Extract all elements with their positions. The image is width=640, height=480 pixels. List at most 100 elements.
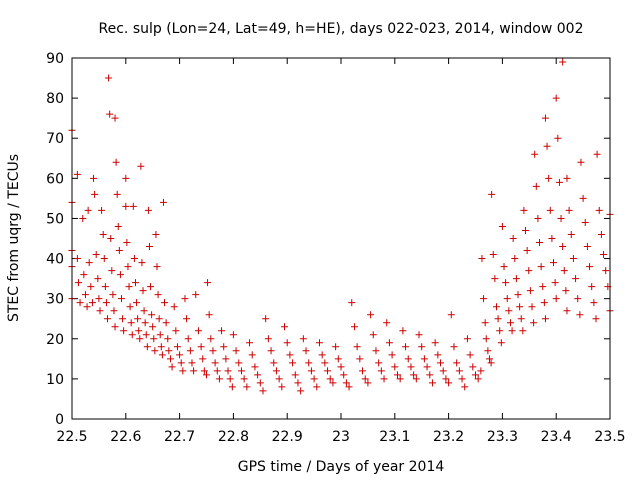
data-point-marker <box>592 315 600 323</box>
data-point-marker <box>543 142 551 150</box>
data-point-marker <box>194 327 202 335</box>
y-tick-label: 20 <box>46 332 64 348</box>
data-point-marker <box>88 299 96 307</box>
x-tick-label: 23.1 <box>379 429 410 445</box>
data-point-marker <box>102 299 110 307</box>
data-point-marker <box>116 271 124 279</box>
data-point-marker <box>509 235 517 242</box>
data-point-marker <box>415 331 423 339</box>
data-point-marker <box>310 375 318 383</box>
data-point-marker <box>243 383 251 391</box>
data-point-marker <box>420 355 428 363</box>
data-point-marker <box>142 331 150 339</box>
data-point-marker <box>96 307 104 315</box>
data-point-marker <box>158 351 166 359</box>
data-point-marker <box>593 150 601 158</box>
data-point-marker <box>184 335 192 343</box>
data-point-marker <box>85 259 93 267</box>
data-point-marker <box>76 299 84 307</box>
data-point-marker <box>307 367 315 375</box>
data-point-marker <box>565 206 573 214</box>
data-point-marker <box>283 339 291 347</box>
x-tick-label: 22.7 <box>164 429 195 445</box>
data-point-marker <box>481 319 489 327</box>
data-point-marker <box>597 230 605 238</box>
data-point-marker <box>122 202 130 210</box>
data-point-marker <box>345 383 353 391</box>
data-point-marker <box>505 307 513 315</box>
data-point-marker <box>133 299 141 307</box>
data-point-marker <box>165 347 173 355</box>
data-point-marker <box>172 327 180 335</box>
data-point-marker <box>487 359 495 367</box>
data-point-marker <box>122 174 130 182</box>
data-point-marker <box>321 359 329 367</box>
data-point-marker <box>506 319 514 327</box>
data-point-marker <box>256 379 264 387</box>
data-point-marker <box>107 235 115 242</box>
data-point-marker <box>530 319 538 327</box>
data-point-marker <box>294 379 302 387</box>
data-point-marker <box>131 279 139 287</box>
y-tick-label: 70 <box>46 131 64 147</box>
data-point-marker <box>541 315 549 323</box>
data-point-marker <box>139 287 147 295</box>
data-point-marker <box>106 110 114 118</box>
data-point-marker <box>348 299 356 307</box>
data-point-marker <box>453 359 461 367</box>
data-point-marker <box>173 343 181 351</box>
data-point-marker <box>572 275 580 283</box>
data-point-marker <box>551 279 559 287</box>
data-point-marker <box>576 311 584 319</box>
data-point-marker <box>211 359 219 367</box>
data-point-marker <box>567 230 575 238</box>
data-point-marker <box>95 295 103 303</box>
data-point-marker <box>126 303 134 311</box>
data-point-marker <box>218 327 226 335</box>
data-point-marker <box>109 291 117 299</box>
data-point-marker <box>222 355 230 363</box>
data-point-marker <box>232 347 240 355</box>
y-tick-label: 50 <box>46 211 64 227</box>
data-point-marker <box>124 263 132 271</box>
data-point-marker <box>404 355 412 363</box>
data-point-marker <box>143 343 151 351</box>
data-point-marker <box>466 351 474 359</box>
x-tick-label: 23 <box>332 429 350 445</box>
data-point-marker <box>105 74 113 82</box>
data-point-marker <box>563 174 571 182</box>
x-tick-label: 22.6 <box>110 429 141 445</box>
data-point-marker <box>164 335 172 343</box>
data-point-marker <box>519 327 527 335</box>
data-point-marker <box>545 174 553 182</box>
data-point-marker <box>166 355 174 363</box>
data-point-marker <box>246 339 254 347</box>
data-point-marker <box>226 375 234 383</box>
data-point-marker <box>73 170 81 178</box>
data-point-marker <box>557 214 565 222</box>
data-point-marker <box>477 367 485 375</box>
data-point-marker <box>151 347 159 355</box>
y-tick-label: 80 <box>46 91 64 107</box>
data-point-marker <box>92 251 100 259</box>
data-point-marker <box>439 367 447 375</box>
data-point-marker <box>407 363 415 371</box>
x-tick-labels: 22.5 22.6 22.7 22.8 22.9 23 23.1 23.2 23.3 23.4 23… <box>56 429 625 445</box>
data-point-marker <box>380 375 388 383</box>
data-point-marker <box>393 371 401 379</box>
data-point-marker <box>111 323 119 331</box>
data-point-marker <box>517 315 525 323</box>
data-point-marker <box>270 359 278 367</box>
data-point-marker <box>79 214 87 222</box>
data-point-marker <box>442 375 450 383</box>
data-point-marker <box>512 275 520 283</box>
data-point-marker <box>278 383 286 391</box>
data-point-marker <box>170 303 178 311</box>
data-point-marker <box>536 239 544 247</box>
y-tick-label: 60 <box>46 171 64 187</box>
y-tick-labels: 0 10 20 30 40 50 60 70 80 90 <box>46 51 64 428</box>
data-point-marker <box>359 367 367 375</box>
data-point-marker <box>150 335 158 343</box>
data-point-marker <box>559 58 567 66</box>
